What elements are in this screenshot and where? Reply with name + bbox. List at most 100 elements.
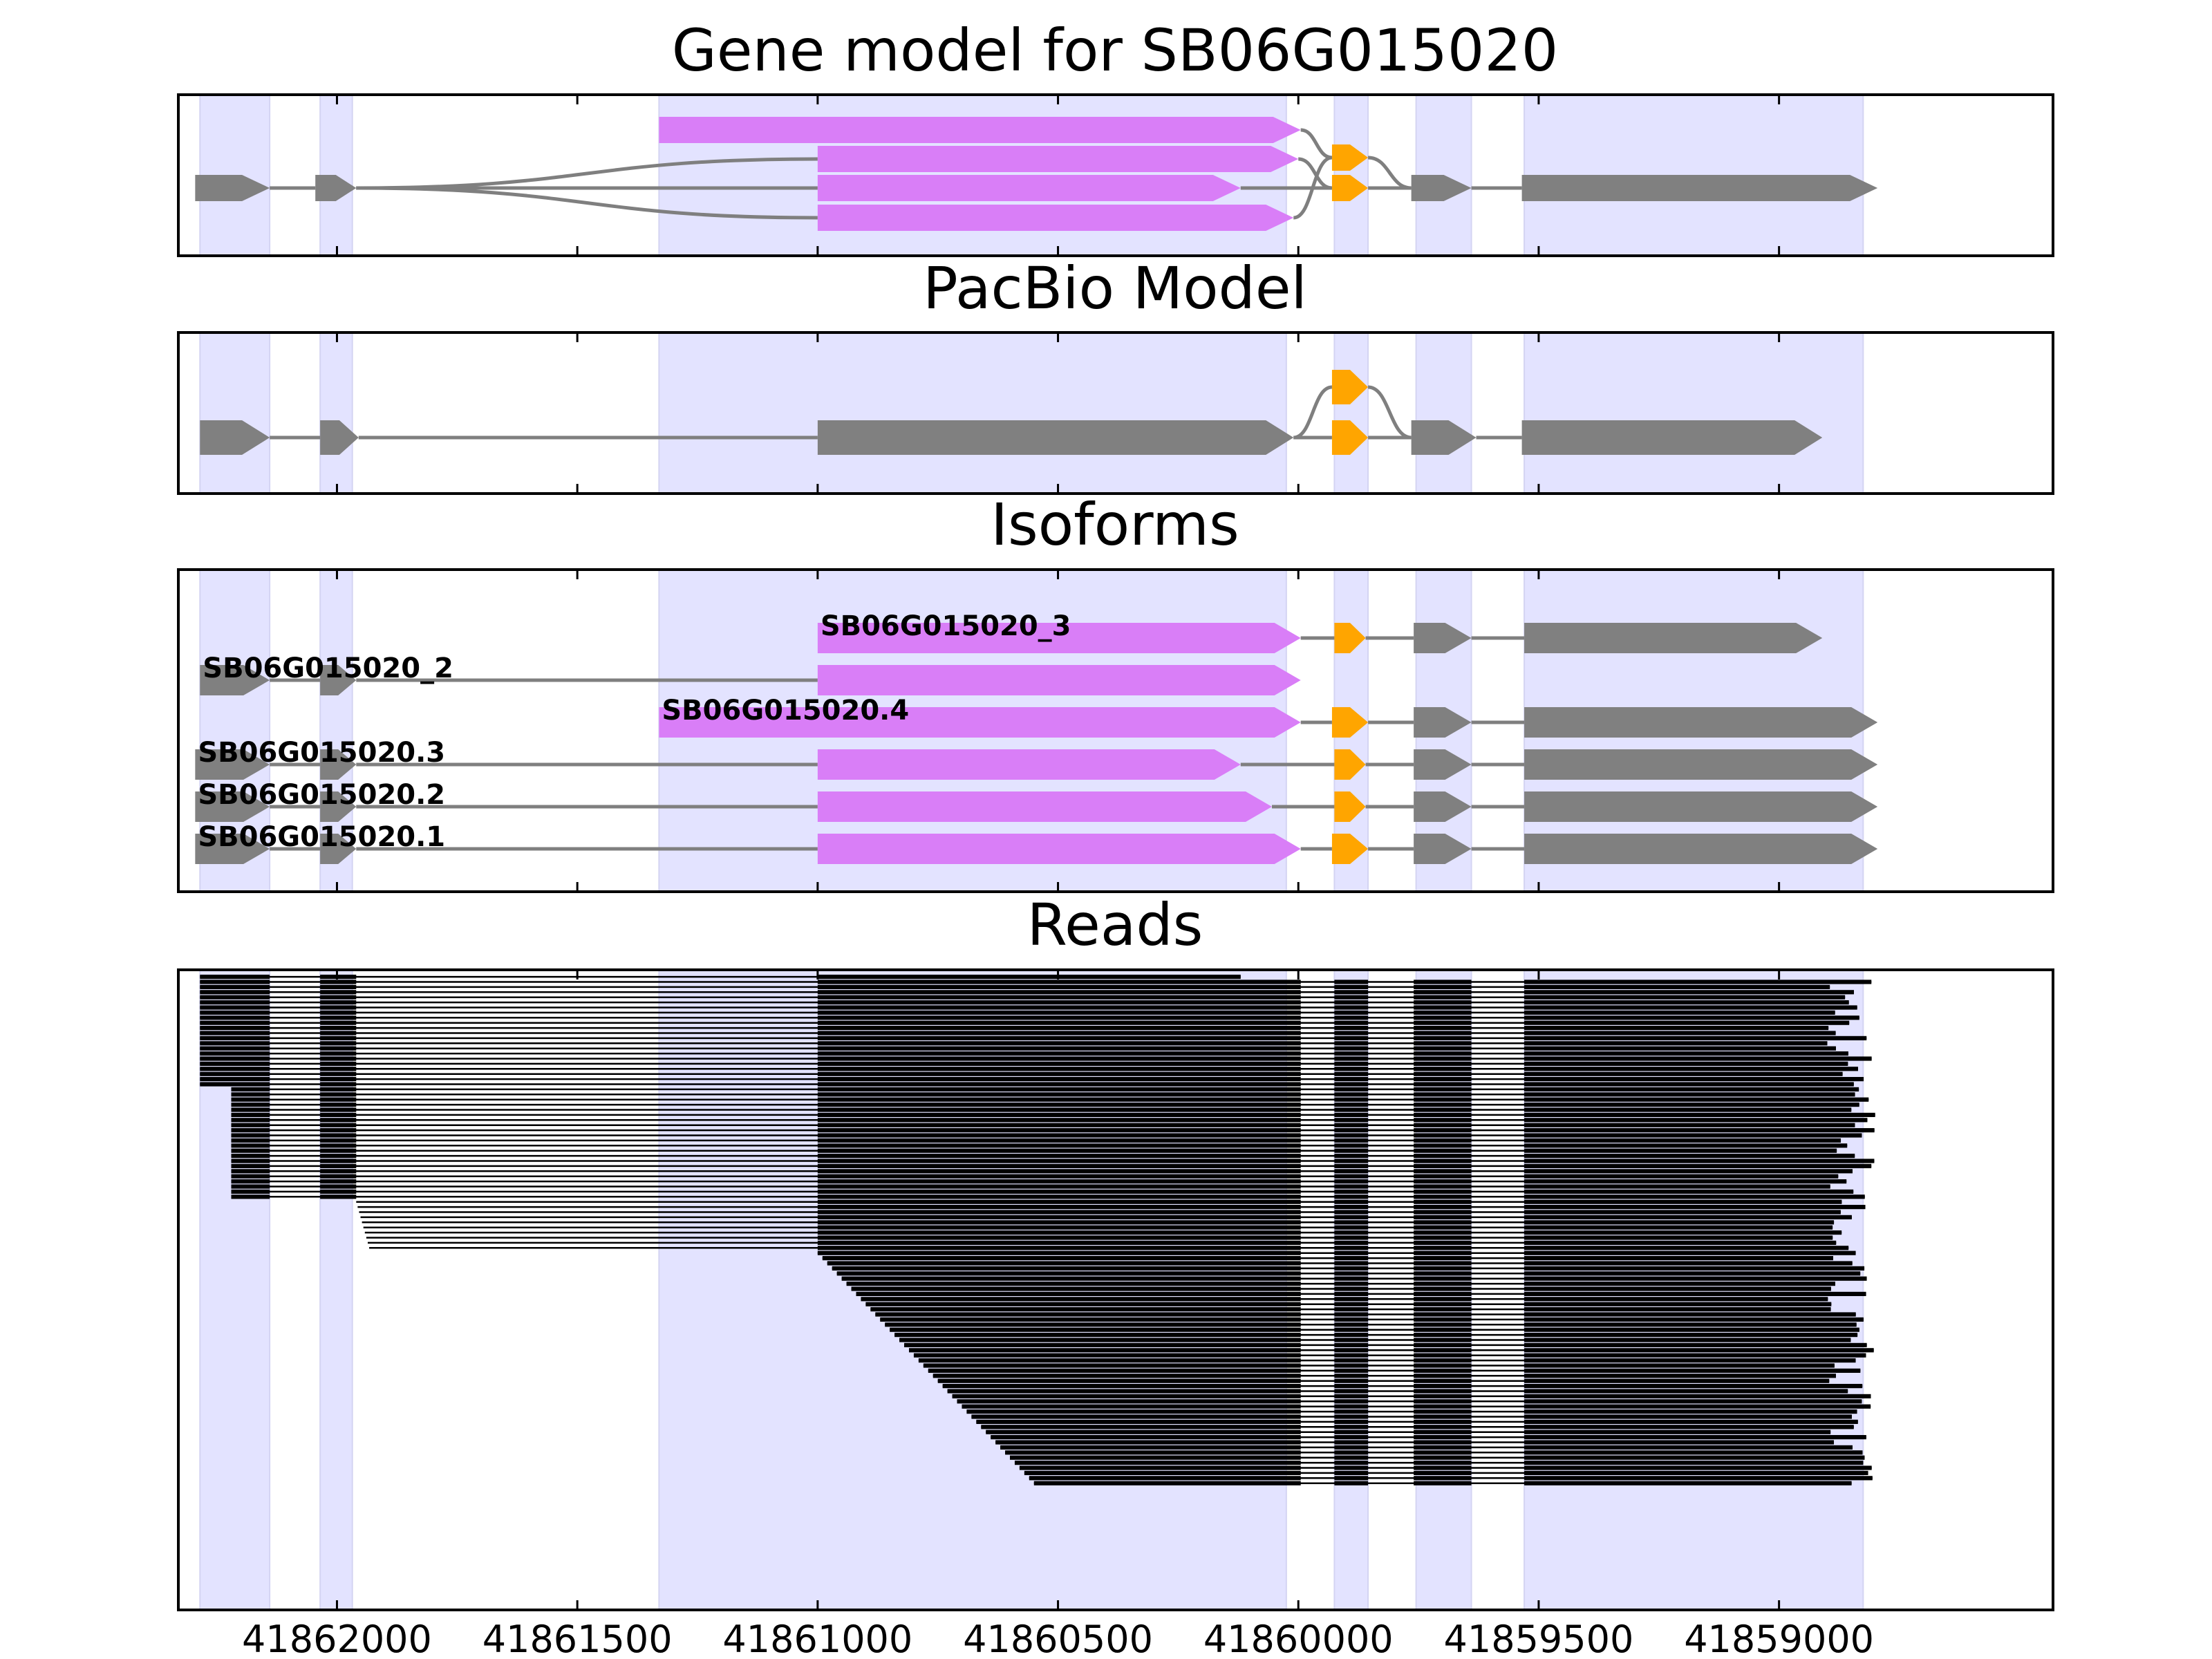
read-block xyxy=(1334,1169,1369,1174)
read-block xyxy=(1334,1399,1369,1404)
read-block xyxy=(1414,1230,1472,1235)
read-block xyxy=(1334,1465,1369,1470)
isoform-label: SB06G015020.3 xyxy=(198,737,445,769)
read-block xyxy=(1334,1118,1369,1123)
read-block xyxy=(1524,1450,1863,1455)
read-block xyxy=(1524,1123,1855,1127)
splice-curve xyxy=(1293,385,1333,440)
read-block xyxy=(1334,1286,1369,1291)
exon-block xyxy=(320,791,357,822)
x-tick-label: 41862000 xyxy=(242,1618,432,1659)
read-block xyxy=(1334,1230,1369,1235)
read-block xyxy=(1524,1005,1857,1010)
read-block xyxy=(1524,1317,1864,1322)
read-block xyxy=(817,1026,1301,1031)
read-block xyxy=(1024,1470,1301,1475)
exon-block xyxy=(1414,834,1472,864)
read-block xyxy=(1414,1005,1472,1010)
read-block xyxy=(1524,1035,1867,1040)
read-block xyxy=(320,1174,357,1179)
read-block xyxy=(1524,1389,1848,1394)
read-block xyxy=(1524,1470,1868,1475)
read-block xyxy=(1414,1097,1472,1102)
read-block xyxy=(1334,1092,1369,1097)
read-block xyxy=(1524,1342,1867,1347)
read-block xyxy=(320,1067,357,1071)
read-block xyxy=(1524,1409,1857,1414)
read-block xyxy=(817,1000,1301,1005)
exon-block xyxy=(1524,834,1878,864)
read-block xyxy=(1414,1051,1472,1056)
read-block xyxy=(1524,1220,1835,1225)
read-block xyxy=(932,1374,1301,1378)
read-block xyxy=(1414,1189,1472,1194)
read-block xyxy=(1524,1481,1852,1485)
read-block xyxy=(1524,1256,1834,1261)
read-block xyxy=(1414,1378,1472,1383)
read-block xyxy=(1334,1338,1369,1342)
read-block xyxy=(1334,1097,1369,1102)
read-block xyxy=(1414,1338,1472,1342)
read-block xyxy=(1334,1327,1369,1332)
read-block xyxy=(817,1154,1301,1159)
exon-block xyxy=(320,749,357,780)
read-block xyxy=(320,1128,357,1133)
read-block xyxy=(966,1409,1301,1414)
read-block xyxy=(231,1194,270,1199)
read-block xyxy=(1334,980,1369,984)
x-tick-label: 41860500 xyxy=(963,1618,1153,1659)
read-block xyxy=(1334,1061,1369,1066)
read-block xyxy=(1524,1476,1873,1481)
read-block xyxy=(320,1035,357,1040)
read-block xyxy=(1414,1087,1472,1091)
read-block xyxy=(1414,1046,1472,1051)
read-block xyxy=(1524,1225,1833,1230)
read-block xyxy=(1414,1256,1472,1261)
read-block xyxy=(1334,1035,1369,1040)
read-block xyxy=(1414,1414,1472,1419)
reads-panel xyxy=(177,968,2054,1611)
read-block xyxy=(1524,1051,1848,1056)
exon-block xyxy=(315,175,357,201)
read-block xyxy=(1524,1435,1866,1440)
gene-model-panel xyxy=(177,93,2054,257)
x-tick-label: 41861000 xyxy=(722,1618,912,1659)
read-block xyxy=(1524,1374,1836,1378)
read-block xyxy=(865,1302,1301,1306)
read-block xyxy=(1334,1199,1369,1204)
read-block xyxy=(1334,1071,1369,1076)
read-block xyxy=(817,980,1301,984)
read-block xyxy=(1414,1199,1472,1204)
read-block xyxy=(320,1138,357,1143)
read-block xyxy=(200,975,270,980)
isoform-label: SB06G015020.1 xyxy=(198,821,445,853)
read-block xyxy=(1414,1409,1472,1414)
read-block xyxy=(1414,1455,1472,1460)
read-block xyxy=(1524,1154,1855,1159)
read-block xyxy=(1334,990,1369,995)
read-block xyxy=(200,1020,270,1025)
highlight-band xyxy=(199,969,271,1611)
read-block xyxy=(320,1154,357,1159)
read-block xyxy=(200,995,270,1000)
read-block xyxy=(231,1163,270,1168)
read-block xyxy=(320,1026,357,1031)
isoforms-title: Isoforms xyxy=(991,491,1239,559)
read-block xyxy=(1524,1455,1865,1460)
read-block xyxy=(817,1046,1301,1051)
read-block xyxy=(817,1087,1301,1091)
read-block xyxy=(1524,1199,1842,1204)
exon-block xyxy=(1524,707,1878,738)
exon-block xyxy=(817,623,1301,653)
read-block xyxy=(947,1389,1301,1394)
read-block xyxy=(231,1123,270,1127)
read-block xyxy=(200,1051,270,1056)
read-block xyxy=(1334,1481,1369,1485)
read-block xyxy=(986,1430,1301,1434)
read-block xyxy=(1334,1112,1369,1117)
read-block xyxy=(200,1077,270,1082)
read-block xyxy=(1414,1368,1472,1373)
read-block xyxy=(1334,1210,1369,1215)
read-block xyxy=(1524,1169,1853,1174)
read-block xyxy=(817,1082,1301,1087)
